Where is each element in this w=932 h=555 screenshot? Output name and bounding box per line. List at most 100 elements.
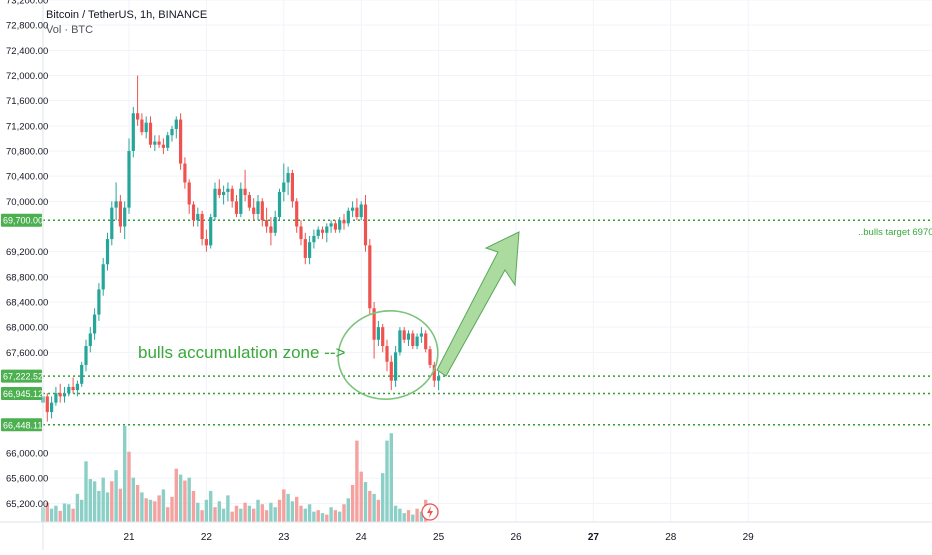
candle-body [394,352,398,381]
candles [41,75,441,422]
volume-bar [342,504,346,522]
volume-bar [178,474,183,522]
volume-bar [355,440,359,522]
candle-body [174,119,178,129]
candle-body [308,242,312,258]
volume-bar [402,513,406,522]
candle-body [432,364,436,381]
candle-body [50,402,54,413]
candle-body [437,376,441,381]
candle-body [204,239,208,246]
y-tick-label: 65,200.00 [6,499,48,510]
lightning-icon[interactable] [421,503,439,521]
volume-bars [41,425,428,522]
volume-bar [127,451,131,522]
candle-body [368,245,372,309]
price-level-badge [1,387,42,401]
candle-body [222,191,226,196]
candle-body [402,330,406,340]
volume-bar [148,499,153,522]
volume-bar [295,496,299,522]
candle-body [256,201,260,214]
candle-body [320,229,325,233]
volume-bar [411,514,415,522]
volume-bar [316,510,320,522]
price-levels: 69,700.00 67,222.52 66,945.12 66,448.11 [1,213,932,432]
volume-label: Vol · BTC [46,24,94,36]
accumulation-zone-circle [337,310,439,400]
candle-body [419,333,423,337]
candle-body [389,361,393,381]
y-tick-label: 66,000.00 [6,449,48,460]
volume-bar [385,440,389,522]
volume-bar [260,504,264,522]
y-tick-label: 68,000.00 [6,323,48,334]
volume-bar [92,481,97,522]
candle-body [398,330,402,353]
volume-bar [226,495,230,522]
candle-body [355,207,359,218]
candle-body [127,151,131,208]
y-tick-label: 65,600.00 [6,474,48,485]
volume-bar [144,498,148,522]
candle-body [170,128,174,136]
volume-bar [131,477,135,522]
volume-bar [359,471,363,522]
candle-body [45,396,49,413]
price-level-label: 69,700.00 [3,216,43,226]
volume-bar [329,507,333,522]
candle-body [191,204,196,221]
bulls-target-text: ..bulls target 69700 [858,227,932,238]
volume-bar [209,490,213,522]
candle-body [230,188,234,202]
candle-body [269,226,273,233]
x-tick-label: 28 [665,532,677,543]
volume-bar [174,468,178,522]
candle-body [148,122,153,145]
candle-body [252,207,256,214]
volume-bar [97,490,101,522]
volume-bar [312,511,316,522]
candle-body [303,239,307,258]
candle-body [88,333,92,347]
candle-body [131,113,135,151]
volume-bar [217,501,221,522]
candle-body [187,182,191,205]
volume-bar [346,498,350,522]
candle-body [295,201,299,227]
candle-body [157,141,161,145]
candle-body [226,188,230,192]
volume-bar [320,513,325,522]
price-axis: 73,200.00 72,800.00 72,400.00 72,000.00 71,6… [6,0,48,510]
x-tick-label: 21 [123,532,135,543]
candle-body [101,264,105,290]
candle-body [67,386,71,394]
candle-body [110,207,114,240]
volume-bar [45,502,49,522]
volume-bar [62,503,67,522]
y-tick-label: 72,800.00 [6,21,48,32]
candle-body [71,386,75,391]
candle-body [234,201,239,214]
candle-body [114,201,118,208]
x-tick-label: 25 [433,532,445,543]
candle-body [84,346,88,365]
annotations: bulls accumulation zone --> ..bulls targ… [138,227,932,400]
volume-bar [398,508,402,522]
volume-bar [204,499,209,522]
y-tick-label: 71,200.00 [6,121,48,132]
candle-body [376,327,380,340]
volume-bar [161,489,166,522]
volume-bar [381,473,385,522]
candle-body [325,226,329,233]
volume-bar [123,425,127,522]
volume-bar [234,505,239,522]
candle-body [183,163,187,183]
volume-bar [118,488,123,522]
volume-bar [239,508,243,522]
candle-body [105,239,110,265]
